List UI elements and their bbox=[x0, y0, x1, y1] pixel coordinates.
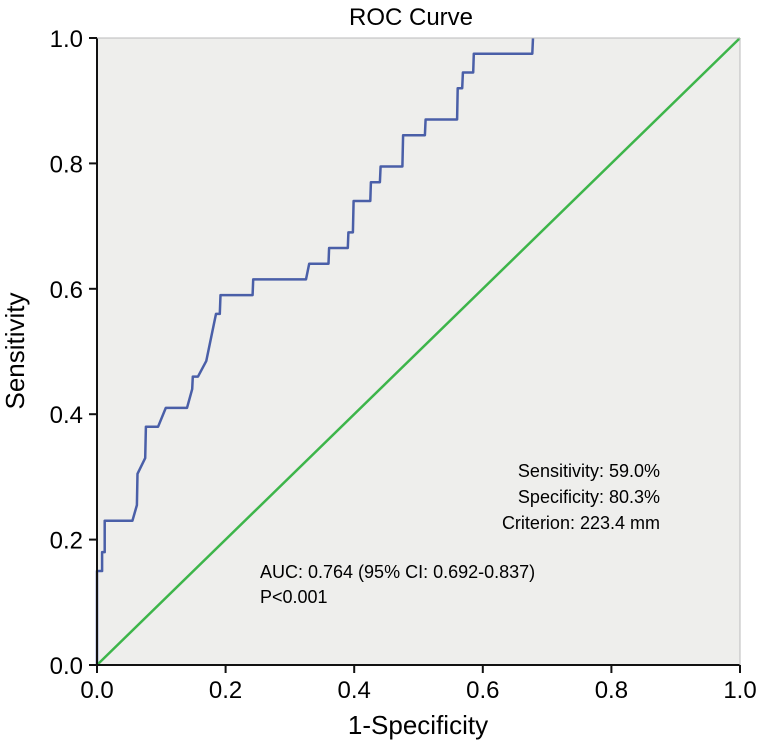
x-tick-label: 0.6 bbox=[466, 677, 499, 704]
annotation-specificity: Specificity: 80.3% bbox=[518, 487, 660, 507]
annotation-p-value: P<0.001 bbox=[260, 587, 328, 607]
x-tick-label: 1.0 bbox=[723, 677, 756, 704]
annotation-sensitivity: Sensitivity: 59.0% bbox=[518, 461, 660, 481]
y-axis-label: Sensitivity bbox=[0, 292, 30, 409]
reference-diagonal-line bbox=[96, 37, 741, 666]
y-tick-label: 0.8 bbox=[50, 151, 83, 178]
x-axis-label: 1-Specificity bbox=[348, 710, 488, 740]
tick-layer: 0.0 0.2 0.4 0.6 0.8 1.0 0.0 0.2 0.4 0.6 0.8 1.0 bbox=[50, 26, 757, 704]
series-layer bbox=[95, 37, 741, 666]
x-tick-label: 0.4 bbox=[338, 677, 371, 704]
annotation-criterion: Criterion: 223.4 mm bbox=[502, 513, 660, 533]
y-tick-label: 1.0 bbox=[50, 26, 83, 53]
y-tick-label: 0.6 bbox=[50, 277, 83, 304]
y-tick-label: 0.0 bbox=[50, 653, 83, 680]
chart-title: ROC Curve bbox=[349, 4, 473, 31]
x-tick-label: 0.0 bbox=[80, 677, 113, 704]
annotation-auc: AUC: 0.764 (95% CI: 0.692-0.837) bbox=[260, 562, 535, 582]
roc-curve-line bbox=[95, 37, 535, 665]
y-tick-label: 0.4 bbox=[50, 402, 83, 429]
x-tick-label: 0.8 bbox=[595, 677, 628, 704]
x-tick-label: 0.2 bbox=[209, 677, 242, 704]
y-tick-label: 0.2 bbox=[50, 528, 83, 555]
